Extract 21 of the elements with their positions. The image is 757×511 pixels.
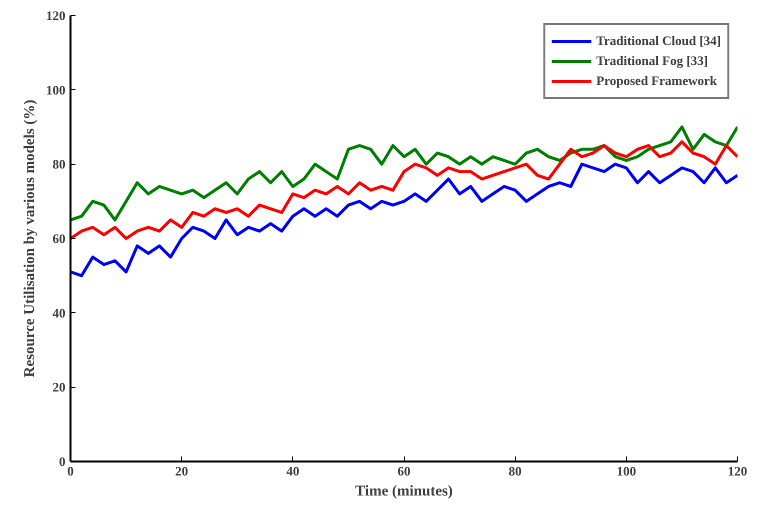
x-axis-title: Time (minutes) [355,484,453,500]
line-series [70,126,738,222]
y-tick-label: 0 [59,454,66,469]
y-tick-label: 80 [52,156,66,172]
y-tick-label: 20 [52,380,66,395]
y-tick-label: 120 [46,8,66,23]
x-tick-label: 60 [398,464,410,478]
x-tick-label: 100 [616,464,636,478]
legend-label: Traditional Cloud [34] [596,32,721,50]
y-tick-label: 60 [52,231,66,246]
x-tick-label: 40 [286,464,300,478]
y-axis-title: Resource Utilisation by various models (%) [22,100,38,378]
line-series [70,140,738,240]
x-tick-label: 80 [508,464,522,478]
y-tick-label: 40 [52,305,66,320]
line-series [70,162,738,278]
x-tick-label: 120 [728,464,748,478]
legend-label: Proposed Framework [596,72,717,90]
x-tick-label: 20 [175,464,188,478]
y-tick-label: 100 [46,82,66,98]
legend-label: Traditional Fog [33] [596,52,708,70]
